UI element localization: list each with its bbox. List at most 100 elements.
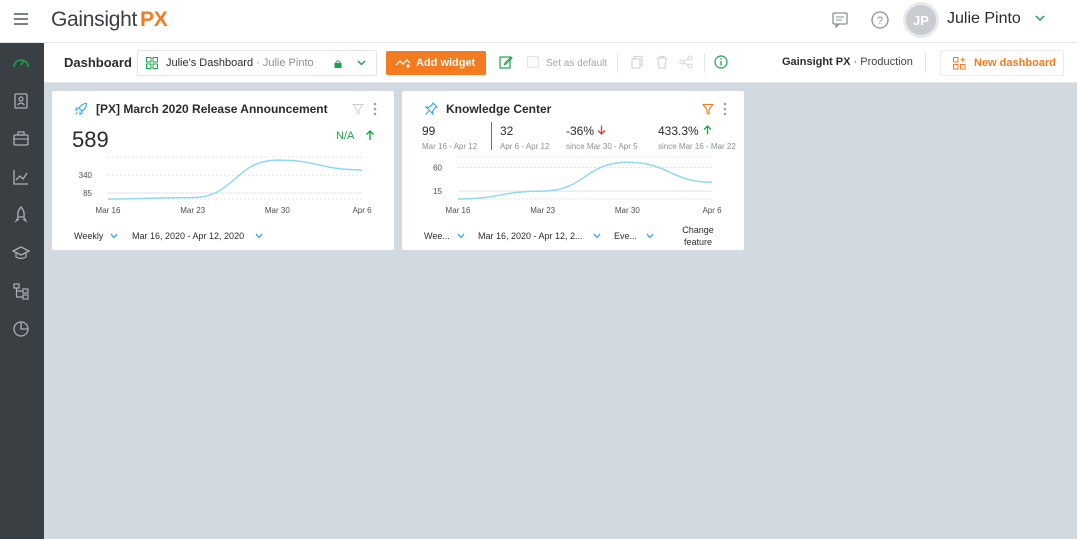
interval-select[interactable]: Wee... [424, 231, 450, 241]
user-name[interactable]: Julie Pinto [947, 10, 1021, 27]
stat-week-value: 32 [500, 124, 514, 138]
widget-delta: N/A [336, 130, 355, 142]
environment-label[interactable]: Gainsight PX · Production [782, 56, 913, 68]
stat-total-value: 99 [422, 124, 436, 138]
chevron-down-icon[interactable] [593, 233, 601, 239]
line-chart: 15 60 Mar 16 Mar 23 Mar 30 Apr 6 [433, 156, 722, 215]
add-widget-label: Add widget [416, 57, 476, 69]
widget-title: Knowledge Center [446, 102, 552, 116]
help-icon[interactable]: ? [870, 10, 890, 30]
grid-icon [146, 57, 158, 69]
copy-icon[interactable] [630, 55, 644, 69]
svg-text:?: ? [877, 15, 883, 27]
dashboard-gauge-icon[interactable] [11, 53, 31, 73]
change-feature-line2: feature [683, 237, 713, 247]
x-tick-label: Mar 30 [265, 206, 290, 215]
y-tick-label: 340 [79, 171, 93, 180]
trash-icon[interactable] [655, 55, 669, 69]
sidebar [0, 43, 44, 539]
analytics-chart-icon[interactable] [11, 167, 31, 187]
y-tick-label: 60 [433, 164, 442, 173]
share-icon[interactable] [679, 55, 693, 69]
page-title: Dashboard [64, 55, 132, 70]
widget-total-value: 589 [72, 127, 109, 152]
series-line [107, 159, 363, 200]
series-line [457, 161, 713, 200]
dashboard-select[interactable]: Julie's Dashboard · Julie Pinto [137, 50, 377, 76]
journey-tree-icon[interactable] [11, 281, 31, 301]
audience-icon[interactable] [11, 91, 31, 111]
arrow-up-icon [703, 125, 712, 135]
more-options-icon[interactable] [723, 102, 727, 116]
stat-divider [491, 122, 492, 150]
arrow-up-icon [366, 130, 374, 140]
add-widget-icon [395, 59, 411, 68]
engagements-rocket-icon[interactable] [11, 205, 31, 225]
x-tick-label: Mar 23 [530, 206, 555, 215]
filter-icon[interactable] [352, 103, 364, 115]
stat-growth-range: since Mar 16 - Mar 22 [658, 142, 736, 151]
stat-growth-value: 433.3% [658, 124, 699, 138]
environment-name: · Production [853, 56, 913, 68]
widget-release-announcement: [PX] March 2020 Release Announcement 589… [52, 91, 394, 250]
avatar[interactable]: JP [903, 2, 939, 38]
new-dashboard-label: New dashboard [974, 57, 1056, 69]
change-feature-line1: Change [682, 225, 714, 235]
x-tick-label: Mar 16 [96, 206, 121, 215]
stat-change-range: since Mar 30 - Apr 5 [566, 142, 638, 151]
filter-icon[interactable] [702, 103, 714, 115]
rocket-icon [74, 102, 88, 116]
x-tick-label: Apr 6 [702, 206, 722, 215]
edit-icon[interactable] [499, 55, 513, 69]
set-default-checkbox[interactable] [527, 56, 539, 68]
knowledge-graduation-icon[interactable] [11, 243, 31, 263]
x-tick-label: Mar 30 [615, 206, 640, 215]
chevron-down-icon[interactable] [646, 233, 654, 239]
y-tick-label: 85 [83, 189, 92, 198]
app-logo[interactable]: Gainsight PX [51, 8, 168, 32]
info-icon[interactable] [714, 55, 728, 69]
y-tick-label: 15 [433, 187, 442, 196]
toolbar-divider [617, 53, 618, 73]
pin-icon [424, 102, 438, 116]
stat-total-range: Mar 16 - Apr 12 [422, 142, 478, 151]
product-name: Gainsight PX [782, 56, 851, 68]
stat-week-range: Apr 6 - Apr 12 [500, 142, 550, 151]
logo-accent: PX [140, 8, 168, 31]
chevron-down-icon[interactable] [457, 233, 465, 239]
interval-select[interactable]: Weekly [74, 231, 104, 241]
add-widget-button[interactable]: Add widget [386, 51, 486, 75]
toolbar-divider [925, 53, 926, 73]
dashboard-name-text: Julie's Dashboard [166, 57, 254, 69]
chat-icon[interactable] [830, 10, 850, 30]
date-range-select[interactable]: Mar 16, 2020 - Apr 12, 2020 [132, 231, 245, 241]
stat-change-value: -36% [566, 124, 595, 138]
product-briefcase-icon[interactable] [11, 129, 31, 149]
x-tick-label: Apr 6 [352, 206, 372, 215]
hamburger-menu-icon[interactable] [14, 13, 28, 27]
toolbar-divider [704, 53, 705, 73]
more-options-icon[interactable] [373, 102, 377, 116]
chevron-down-icon[interactable] [1035, 14, 1045, 22]
event-select[interactable]: Eve... [614, 231, 638, 241]
x-tick-label: Mar 16 [446, 206, 471, 215]
widget-title: [PX] March 2020 Release Announcement [96, 102, 328, 116]
top-bar: Gainsight PX ? JP Julie Pinto [0, 0, 1077, 43]
line-chart: 85 340 Mar 16 Mar 23 Mar 30 Apr 6 [79, 156, 372, 215]
change-feature-link[interactable]: Change feature [680, 224, 716, 248]
dashboard-owner: · Julie Pinto [256, 57, 314, 69]
logo-main: Gainsight [51, 8, 138, 31]
x-tick-label: Mar 23 [180, 206, 205, 215]
set-default-label[interactable]: Set as default [546, 58, 608, 69]
chevron-down-icon[interactable] [110, 233, 118, 239]
lock-icon [334, 60, 342, 68]
date-range-select[interactable]: Mar 16, 2020 - Apr 12, 2... [478, 231, 583, 241]
new-dashboard-icon [953, 57, 966, 70]
new-dashboard-button[interactable]: New dashboard [940, 50, 1064, 76]
chevron-down-icon[interactable] [255, 233, 263, 239]
reports-pie-icon[interactable] [11, 319, 31, 339]
dashboard-name: Julie's Dashboard · Julie Pinto [166, 57, 314, 69]
chevron-down-icon[interactable] [357, 59, 366, 67]
dashboard-toolbar: Dashboard Julie's Dashboard · Julie Pint… [44, 43, 1077, 83]
arrow-down-icon [597, 125, 606, 135]
